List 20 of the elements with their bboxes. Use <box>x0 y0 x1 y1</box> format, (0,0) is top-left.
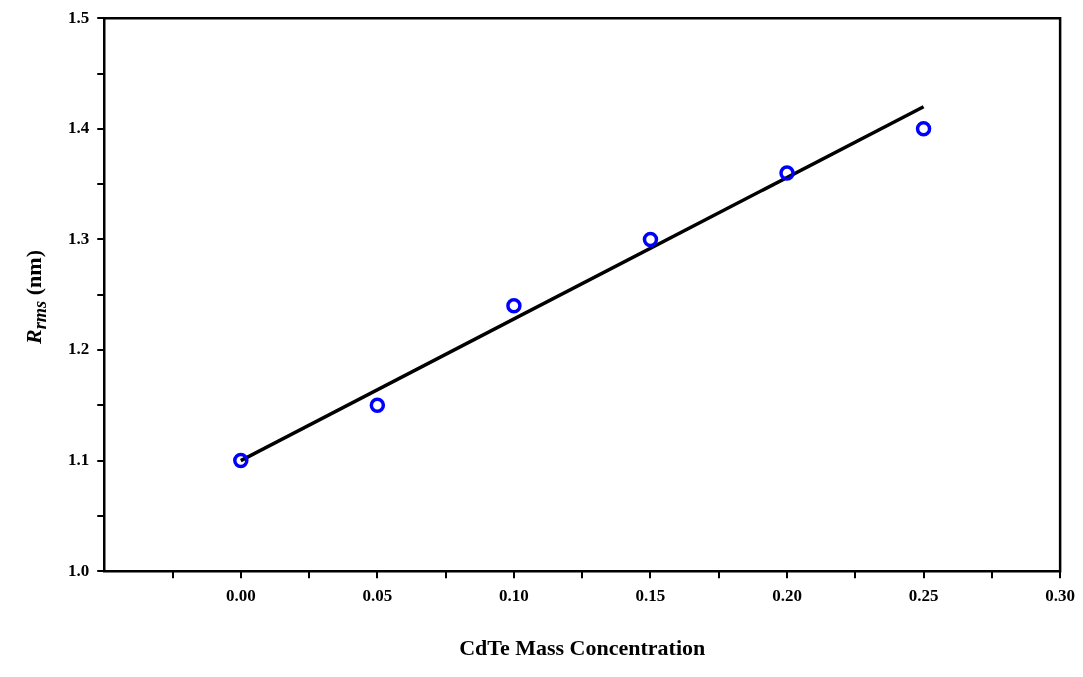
x-tick-label: 0.30 <box>1045 585 1075 605</box>
y-tick-label: 1.0 <box>68 560 90 580</box>
x-tick-label: 0.25 <box>908 585 939 605</box>
y-tick-label: 1.3 <box>68 228 90 248</box>
x-tick-label: 0.00 <box>225 585 256 605</box>
y-tick-label: 1.4 <box>68 118 90 138</box>
point <box>642 231 659 248</box>
x-tick-label: 0.05 <box>362 585 393 605</box>
point <box>915 121 932 137</box>
x-tick-label: 0.15 <box>635 585 666 605</box>
x-tick-label: 0.20 <box>772 585 802 605</box>
point <box>506 298 522 314</box>
y-tick-label: 1.1 <box>68 449 90 469</box>
y-tick-label: 1.2 <box>68 339 90 359</box>
x-tick-label: 0.10 <box>499 585 529 605</box>
x-axis-title: CdTe Mass Concentration <box>459 635 706 661</box>
point <box>233 452 249 469</box>
point <box>369 397 386 414</box>
point <box>779 165 795 181</box>
y-tick-label: 1.5 <box>68 7 90 27</box>
